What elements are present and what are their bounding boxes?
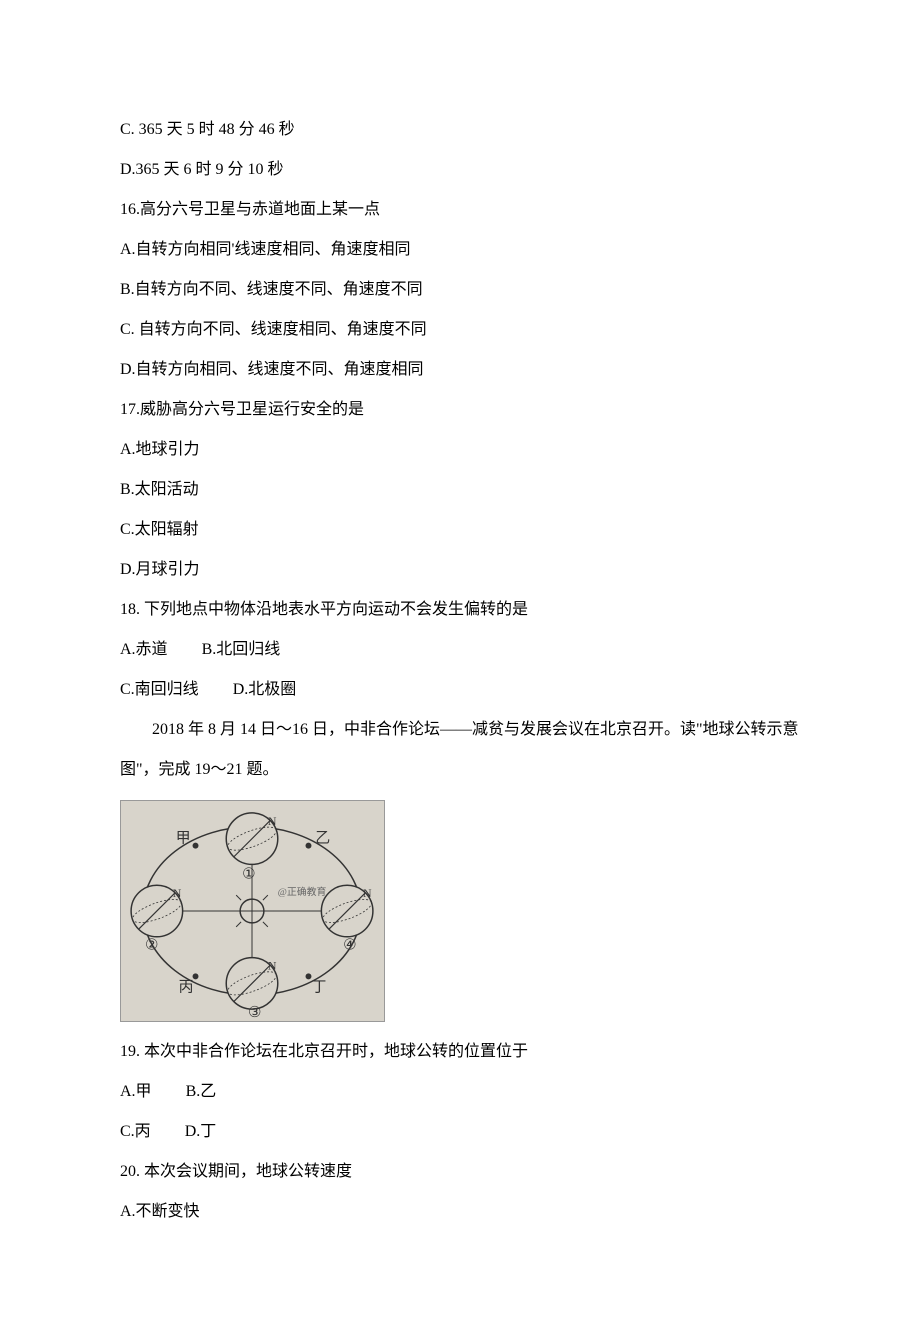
svg-text:N: N: [173, 886, 182, 900]
q18-options-row2: C.南回归线 D.北极圈: [120, 670, 800, 710]
q18-options-row1: A.赤道 B.北回归线: [120, 630, 800, 670]
label-ding: 丁: [311, 979, 326, 995]
q16-option-d: D.自转方向相同、线速度不同、角速度相同: [120, 350, 800, 390]
orbit-svg: N N N N 甲 乙 丙 丁: [121, 801, 384, 1021]
label-jia: 甲: [176, 831, 191, 847]
earth-position-2: N: [130, 885, 184, 937]
label-pos2: ②: [145, 938, 158, 954]
q15-option-c: C. 365 天 5 时 48 分 46 秒: [120, 110, 800, 150]
q19-option-a: A.甲: [120, 1072, 152, 1112]
dot-jia: [193, 843, 199, 849]
q18-option-a: A.赤道: [120, 630, 168, 670]
earth-position-4: N: [320, 885, 374, 937]
q19-option-b: B.乙: [186, 1072, 217, 1112]
label-pos4: ④: [343, 938, 356, 954]
label-pos1: ①: [242, 866, 255, 882]
q18-stem: 18. 下列地点中物体沿地表水平方向运动不会发生偏转的是: [120, 590, 800, 630]
watermark: @正确教育: [278, 885, 327, 898]
svg-text:N: N: [268, 958, 277, 972]
q17-option-a: A.地球引力: [120, 430, 800, 470]
svg-text:N: N: [363, 886, 372, 900]
q17-stem: 17.威胁高分六号卫星运行安全的是: [120, 390, 800, 430]
label-yi: 乙: [315, 831, 330, 847]
label-pos3: ③: [248, 1005, 261, 1021]
q18-option-d: D.北极圈: [233, 670, 297, 710]
dot-yi: [306, 843, 312, 849]
q17-option-b: B.太阳活动: [120, 470, 800, 510]
earth-position-3: N: [225, 958, 279, 1010]
q17-option-d: D.月球引力: [120, 550, 800, 590]
passage2-text: 2018 年 8 月 14 日～16 日，中非合作论坛——减贫与发展会议在北京召…: [120, 710, 800, 790]
svg-text:N: N: [268, 814, 277, 828]
earth-position-1: N: [225, 813, 279, 865]
q19-option-d: D.丁: [185, 1112, 217, 1152]
q20-stem: 20. 本次会议期间，地球公转速度: [120, 1152, 800, 1192]
orbit-diagram: N N N N 甲 乙 丙 丁: [120, 800, 385, 1022]
q19-option-c: C.丙: [120, 1112, 151, 1152]
q16-stem: 16.高分六号卫星与赤道地面上某一点: [120, 190, 800, 230]
q19-options-row2: C.丙 D.丁: [120, 1112, 800, 1152]
q17-option-c: C.太阳辐射: [120, 510, 800, 550]
q20-option-a: A.不断变快: [120, 1192, 800, 1232]
q16-option-a: A.自转方向相同'线速度相同、角速度相同: [120, 230, 800, 270]
q16-option-b: B.自转方向不同、线速度不同、角速度不同: [120, 270, 800, 310]
q18-option-c: C.南回归线: [120, 670, 199, 710]
q18-option-b: B.北回归线: [202, 630, 281, 670]
q19-stem: 19. 本次中非合作论坛在北京召开时，地球公转的位置位于: [120, 1032, 800, 1072]
label-bing: 丙: [179, 979, 194, 995]
q15-option-d: D.365 天 6 时 9 分 10 秒: [120, 150, 800, 190]
q16-option-c: C. 自转方向不同、线速度相同、角速度不同: [120, 310, 800, 350]
q19-options-row1: A.甲 B.乙: [120, 1072, 800, 1112]
